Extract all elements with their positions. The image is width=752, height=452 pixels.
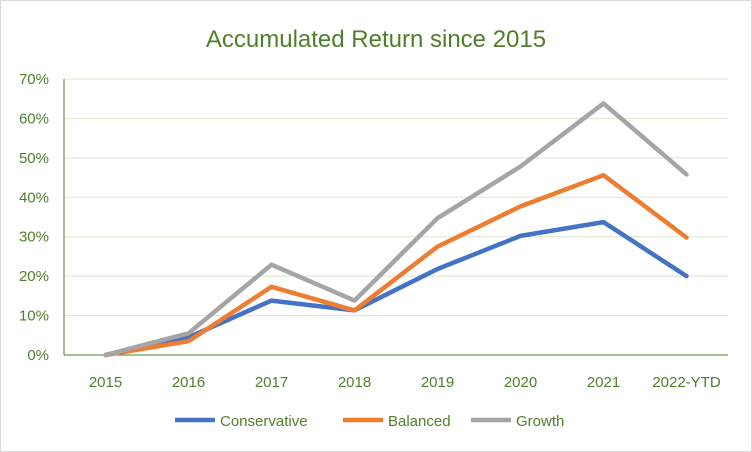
y-tick-label: 70% [19, 71, 49, 88]
legend: Conservative Balanced Growth [175, 413, 564, 430]
legend-label-growth: Growth [516, 413, 564, 430]
y-tick-label: 60% [19, 110, 49, 127]
y-axis-tick-labels: 0% 10% 20% 30% 40% 50% 60% 70% [19, 71, 49, 364]
series-line-balanced [103, 172, 689, 358]
x-tick-label: 2020 [504, 374, 537, 391]
chart-title: Accumulated Return since 2015 [206, 26, 546, 53]
series-line-conservative [103, 219, 689, 358]
x-tick-label: 2017 [255, 374, 288, 391]
x-tick-label: 2018 [338, 374, 371, 391]
y-tick-label: 50% [19, 150, 49, 167]
series-line-growth [103, 101, 689, 358]
legend-label-conservative: Conservative [220, 413, 308, 430]
y-tick-label: 20% [19, 268, 49, 285]
y-tick-label: 0% [27, 347, 49, 364]
y-tick-label: 10% [19, 308, 49, 325]
y-tick-label: 40% [19, 189, 49, 206]
x-tick-label: 2022-YTD [652, 374, 721, 391]
legend-label-balanced: Balanced [388, 413, 451, 430]
gridlines [64, 78, 728, 317]
series-lines [103, 101, 689, 358]
x-tick-label: 2021 [587, 374, 620, 391]
x-tick-label: 2016 [172, 374, 205, 391]
x-tick-label: 2019 [421, 374, 454, 391]
y-tick-label: 30% [19, 229, 49, 246]
x-tick-label: 2015 [89, 374, 122, 391]
axes [63, 79, 728, 356]
x-axis-tick-labels: 2015 2016 2017 2018 2019 2020 2021 2022-YTD [89, 374, 721, 391]
